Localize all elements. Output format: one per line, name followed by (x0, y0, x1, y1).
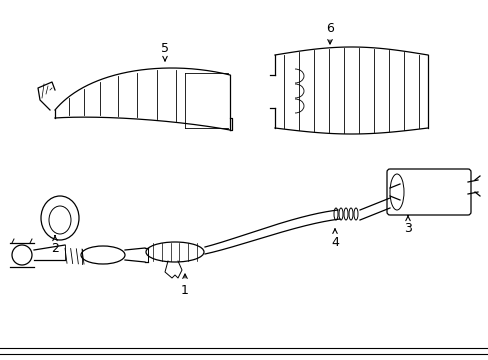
Text: 2: 2 (51, 236, 59, 255)
Text: 6: 6 (325, 22, 333, 44)
Text: 3: 3 (403, 216, 411, 234)
Text: 5: 5 (161, 41, 169, 61)
Text: 1: 1 (181, 274, 188, 297)
Text: 4: 4 (330, 229, 338, 248)
